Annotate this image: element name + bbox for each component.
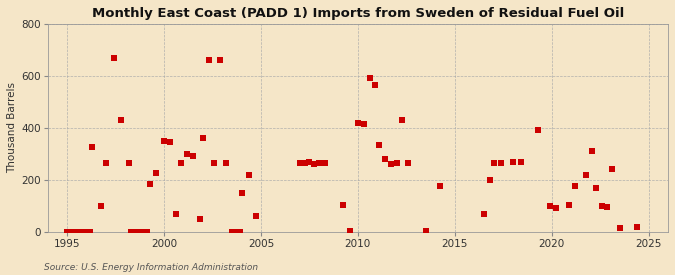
- Point: [364, 76, 375, 81]
- Point: [226, 230, 237, 234]
- Point: [233, 230, 244, 234]
- Point: [78, 230, 88, 234]
- Point: [232, 230, 242, 234]
- Point: [250, 214, 261, 218]
- Point: [358, 122, 369, 126]
- Point: [496, 161, 507, 165]
- Text: Source: U.S. Energy Information Administration: Source: U.S. Energy Information Administ…: [44, 263, 258, 272]
- Point: [591, 185, 601, 190]
- Point: [299, 161, 310, 165]
- Point: [338, 202, 349, 207]
- Point: [228, 230, 239, 234]
- Point: [135, 230, 146, 234]
- Point: [570, 184, 580, 189]
- Point: [597, 204, 608, 208]
- Point: [508, 160, 518, 164]
- Point: [309, 162, 320, 166]
- Point: [488, 161, 499, 165]
- Point: [435, 184, 446, 189]
- Point: [73, 230, 84, 234]
- Point: [82, 230, 93, 234]
- Point: [67, 230, 78, 234]
- Point: [81, 230, 92, 234]
- Point: [236, 191, 247, 195]
- Point: [151, 171, 161, 175]
- Point: [606, 167, 617, 172]
- Point: [101, 161, 111, 165]
- Point: [137, 230, 148, 234]
- Point: [484, 178, 495, 182]
- Point: [138, 230, 149, 234]
- Point: [632, 224, 643, 229]
- Point: [194, 217, 205, 221]
- Point: [124, 161, 134, 165]
- Point: [76, 230, 87, 234]
- Point: [140, 230, 151, 234]
- Point: [601, 205, 612, 209]
- Point: [515, 160, 526, 164]
- Point: [370, 83, 381, 87]
- Point: [385, 162, 396, 166]
- Point: [182, 152, 192, 156]
- Point: [61, 230, 72, 234]
- Point: [374, 142, 385, 147]
- Point: [221, 161, 232, 165]
- Point: [70, 230, 80, 234]
- Point: [294, 161, 305, 165]
- Point: [159, 139, 169, 143]
- Point: [126, 230, 136, 234]
- Point: [134, 230, 144, 234]
- Point: [75, 230, 86, 234]
- Point: [587, 149, 598, 153]
- Point: [215, 58, 225, 62]
- Point: [96, 204, 107, 208]
- Point: [80, 230, 90, 234]
- Point: [244, 172, 254, 177]
- Point: [145, 182, 156, 186]
- Point: [197, 136, 208, 141]
- Point: [142, 230, 153, 234]
- Point: [479, 211, 489, 216]
- Point: [108, 56, 119, 60]
- Point: [209, 161, 220, 165]
- Point: [379, 157, 390, 161]
- Point: [87, 145, 98, 149]
- Point: [397, 118, 408, 122]
- Point: [176, 161, 187, 165]
- Title: Monthly East Coast (PADD 1) Imports from Sweden of Residual Fuel Oil: Monthly East Coast (PADD 1) Imports from…: [92, 7, 624, 20]
- Point: [314, 161, 325, 165]
- Point: [188, 154, 198, 159]
- Point: [421, 228, 431, 233]
- Point: [170, 211, 181, 216]
- Point: [564, 202, 574, 207]
- Point: [392, 161, 402, 165]
- Point: [230, 230, 240, 234]
- Point: [63, 230, 74, 234]
- Point: [68, 230, 79, 234]
- Point: [304, 160, 315, 164]
- Point: [129, 230, 140, 234]
- Point: [128, 230, 138, 234]
- Point: [550, 206, 561, 211]
- Point: [545, 204, 556, 208]
- Point: [614, 226, 625, 230]
- Point: [165, 140, 176, 144]
- Point: [403, 161, 414, 165]
- Y-axis label: Thousand Barrels: Thousand Barrels: [7, 82, 17, 173]
- Point: [65, 230, 76, 234]
- Point: [234, 230, 245, 234]
- Point: [132, 230, 143, 234]
- Point: [319, 161, 330, 165]
- Point: [72, 230, 82, 234]
- Point: [203, 58, 214, 62]
- Point: [352, 120, 363, 125]
- Point: [130, 230, 141, 234]
- Point: [533, 128, 543, 133]
- Point: [345, 228, 356, 233]
- Point: [116, 118, 127, 122]
- Point: [84, 230, 95, 234]
- Point: [580, 172, 591, 177]
